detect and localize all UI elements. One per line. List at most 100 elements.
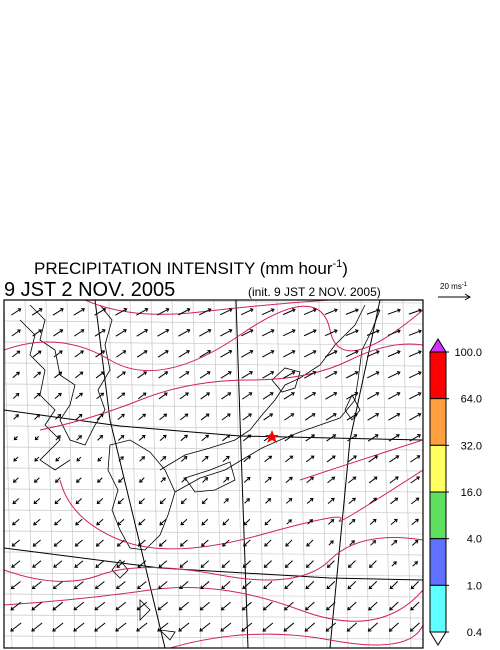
- arrow-head: [309, 497, 314, 502]
- wind-arrow: [347, 601, 357, 611]
- wind-arrow: [285, 497, 293, 504]
- wind-arrow: [74, 560, 84, 568]
- arrow-head: [73, 606, 78, 611]
- arrow-head: [248, 392, 253, 396]
- arrow-head: [80, 329, 85, 333]
- arrow-shaft: [76, 477, 82, 483]
- arrow-shaft: [199, 622, 211, 632]
- colorbar-tick-label: 100.0: [454, 347, 482, 359]
- arrow-shaft: [324, 329, 338, 337]
- wind-arrow: [305, 601, 315, 611]
- wind-arrow: [366, 329, 380, 336]
- wind-arrow: [346, 622, 358, 632]
- arrow-head: [305, 585, 310, 590]
- arrow-shaft: [244, 498, 250, 504]
- arrow-shaft: [326, 434, 336, 442]
- wind-arrow: [199, 328, 212, 337]
- arrow-head: [179, 564, 184, 568]
- arrow-shaft: [95, 560, 105, 568]
- wind-arrow: [328, 519, 335, 525]
- grid-line: [4, 572, 423, 577]
- arrow-head: [201, 521, 206, 526]
- arrow-shaft: [157, 308, 169, 316]
- arrow-head: [264, 543, 268, 547]
- wind-arrow: [408, 350, 422, 358]
- arrow-head: [225, 477, 230, 481]
- wind-arrow: [326, 560, 335, 568]
- arrow-head: [368, 585, 373, 590]
- arrow-head: [284, 585, 289, 590]
- arrow-shaft: [202, 498, 208, 504]
- arrow-shaft: [240, 308, 254, 316]
- wind-arrow: [262, 392, 274, 400]
- arrow-head: [78, 413, 83, 418]
- arrow-shaft: [347, 581, 357, 589]
- arrow-shaft: [199, 350, 211, 358]
- wind-arrow: [303, 329, 317, 337]
- wind-arrow: [349, 540, 355, 546]
- wind-scale-label: 20 ms-1: [440, 282, 468, 291]
- grid-line: [360, 300, 370, 648]
- wind-scale-superscript: -1: [462, 282, 468, 288]
- title-superscript: -1: [332, 258, 342, 270]
- arrow-shaft: [366, 350, 380, 358]
- wind-arrow: [367, 434, 379, 442]
- arrow-head: [306, 543, 310, 547]
- arrow-shaft: [367, 392, 379, 400]
- grid-line: [24, 300, 34, 648]
- wind-arrow: [199, 622, 211, 632]
- wind-arrow: [408, 371, 422, 379]
- arrow-shaft: [284, 434, 294, 442]
- wind-arrow: [303, 350, 317, 358]
- arrow-head: [227, 413, 231, 418]
- arrow-shaft: [409, 455, 421, 463]
- arrow-head: [11, 542, 16, 547]
- grid-line: [381, 300, 391, 648]
- arrow-shaft: [346, 392, 358, 400]
- wind-arrow: [369, 560, 377, 568]
- arrow-head: [12, 479, 17, 483]
- wind-arrow: [328, 540, 334, 546]
- wind-arrow: [76, 456, 82, 462]
- arrow-head: [200, 564, 205, 568]
- wind-arrow: [242, 581, 252, 590]
- arrow-shaft: [32, 581, 42, 589]
- arrow-shaft: [327, 498, 335, 504]
- colorbar-segment: [429, 538, 447, 586]
- wind-arrow: [412, 561, 418, 567]
- arrow-head: [311, 413, 316, 417]
- arrow-shaft: [241, 350, 253, 358]
- arrow-shaft: [178, 329, 190, 337]
- wind-arrow: [240, 329, 254, 337]
- arrow-shaft: [97, 456, 103, 462]
- arrow-shaft: [223, 477, 229, 483]
- arrow-head: [347, 585, 352, 590]
- arrow-shaft: [387, 371, 401, 379]
- arrow-head: [291, 370, 296, 375]
- arrow-head: [417, 392, 422, 396]
- arrow-head: [186, 308, 191, 312]
- arrow-shaft: [410, 497, 420, 505]
- wind-arrow: [97, 477, 103, 483]
- arrow-shaft: [412, 561, 418, 567]
- arrow-head: [163, 413, 168, 418]
- wind-arrow: [262, 370, 275, 379]
- wind-arrow: [369, 518, 377, 525]
- wind-arrow: [94, 622, 106, 632]
- arrow-shaft: [324, 350, 338, 358]
- wind-arrow: [54, 477, 61, 483]
- arrow-shaft: [345, 329, 359, 337]
- arrow-shaft: [283, 371, 295, 379]
- wind-arrow: [201, 539, 209, 547]
- arrow-shaft: [408, 309, 422, 315]
- wind-arrow: [346, 371, 359, 379]
- arrow-shaft: [115, 308, 127, 316]
- arrow-shaft: [345, 350, 359, 358]
- wind-arrow: [345, 308, 359, 315]
- arrow-head: [396, 350, 401, 355]
- arrow-shaft: [138, 518, 146, 526]
- arrow-shaft: [388, 434, 400, 442]
- arrow-head: [164, 371, 169, 375]
- arrow-head: [347, 564, 352, 568]
- arrow-shaft: [200, 601, 210, 611]
